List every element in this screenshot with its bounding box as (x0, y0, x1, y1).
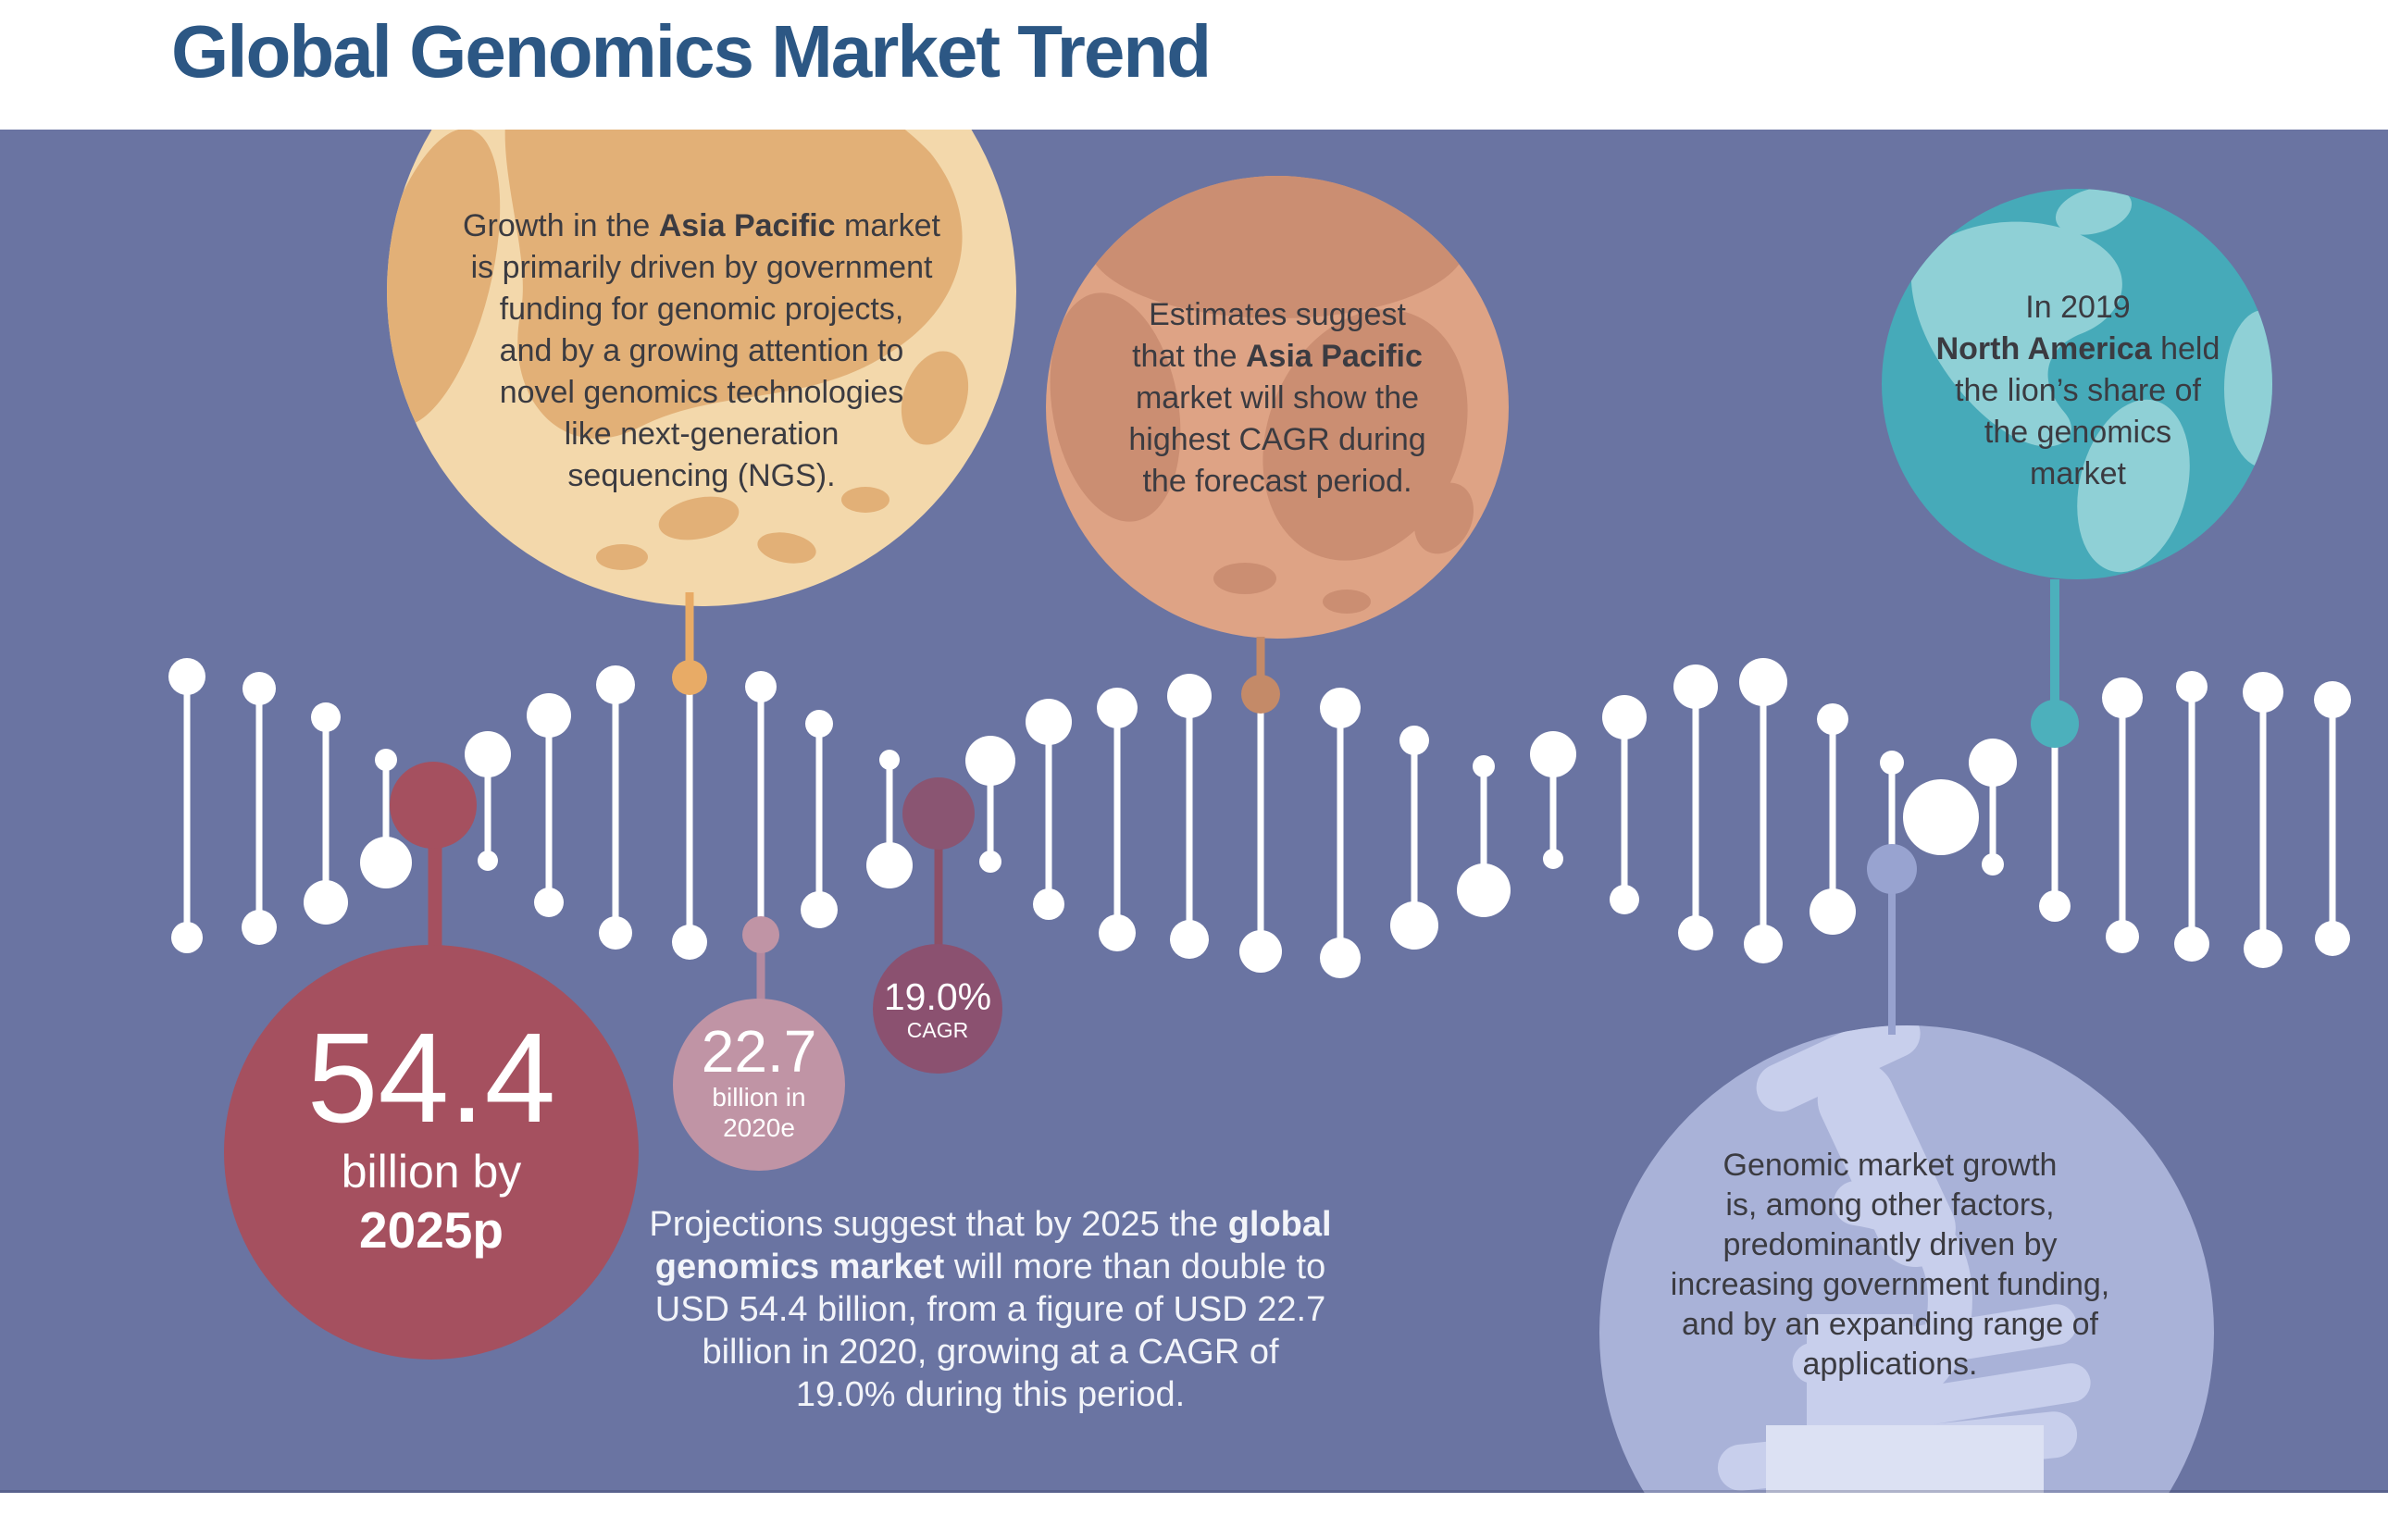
stat-bubble-cagr: 19.0% CAGR (873, 944, 1002, 1074)
stat-year-2025: 2025p (359, 1201, 504, 1259)
stat-label-cagr: CAGR (906, 1017, 969, 1042)
projection-paragraph: Projections suggest that by 2025 the glo… (649, 1205, 1332, 1414)
callout-asia-pacific-cagr: Estimates suggest that the Asia Pacific … (1128, 297, 1426, 499)
globe-north-america-icon (1882, 189, 2272, 579)
driver-note-text: Genomic market growth is, among other fa… (1670, 1148, 2110, 1382)
stat-unit-2020: billion in (712, 1083, 806, 1112)
stat-value-2020: 22.7 (701, 1018, 817, 1085)
page-title: Global Genomics Market Trend (171, 10, 1212, 93)
stat-bubble-2025-projection: 54.4 billion by 2025p (224, 945, 639, 1360)
microscope-icon (1717, 1025, 2091, 1499)
stat-value-2025: 54.4 (306, 1007, 556, 1149)
stat-value-cagr: 19.0% (883, 975, 992, 1018)
callout-north-america-share: In 2019 North America held the lion’s sh… (1935, 290, 2220, 491)
callout-asia-pacific-funding: Growth in the Asia Pacific market is pri… (463, 208, 940, 493)
stat-year-2020: 2020e (723, 1113, 795, 1142)
globe-asia-pacific-cagr-icon (1046, 176, 1509, 639)
stat-bubble-2020-estimate: 22.7 billion in 2020e (673, 999, 845, 1171)
header-band (0, 0, 2388, 130)
stat-unit-2025: billion by (341, 1146, 522, 1198)
footer-band (0, 1493, 2388, 1540)
driver-note-circle (1599, 1025, 2214, 1540)
